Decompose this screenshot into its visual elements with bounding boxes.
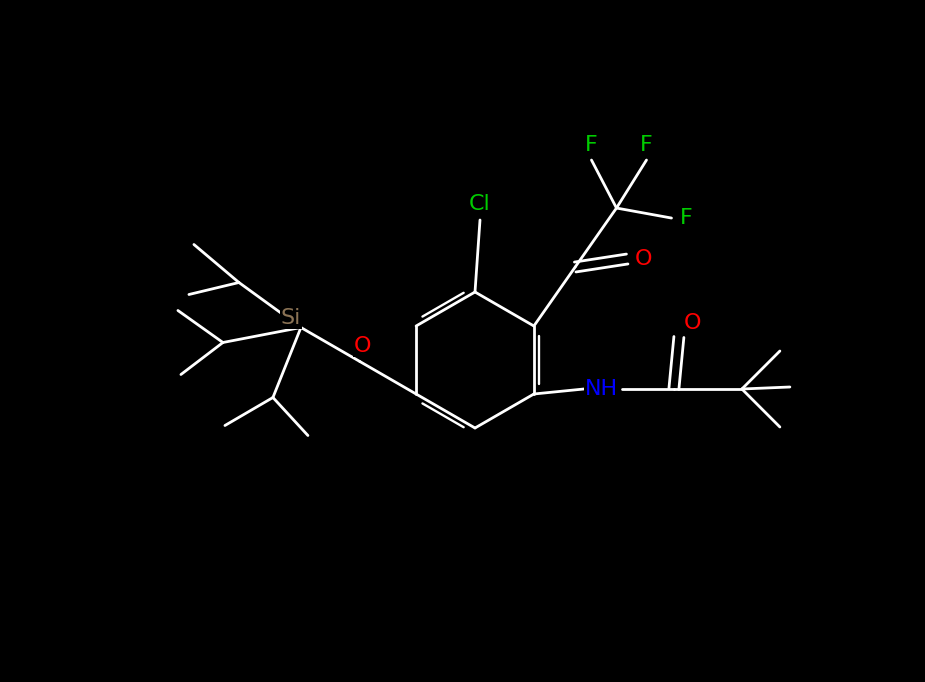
Text: Si: Si <box>281 308 302 327</box>
Text: O: O <box>684 313 702 333</box>
Text: Cl: Cl <box>469 194 491 214</box>
Text: F: F <box>586 135 598 155</box>
Text: NH: NH <box>586 379 619 399</box>
Text: O: O <box>635 249 652 269</box>
Text: O: O <box>354 336 372 355</box>
Text: F: F <box>640 135 653 155</box>
Text: F: F <box>680 208 693 228</box>
